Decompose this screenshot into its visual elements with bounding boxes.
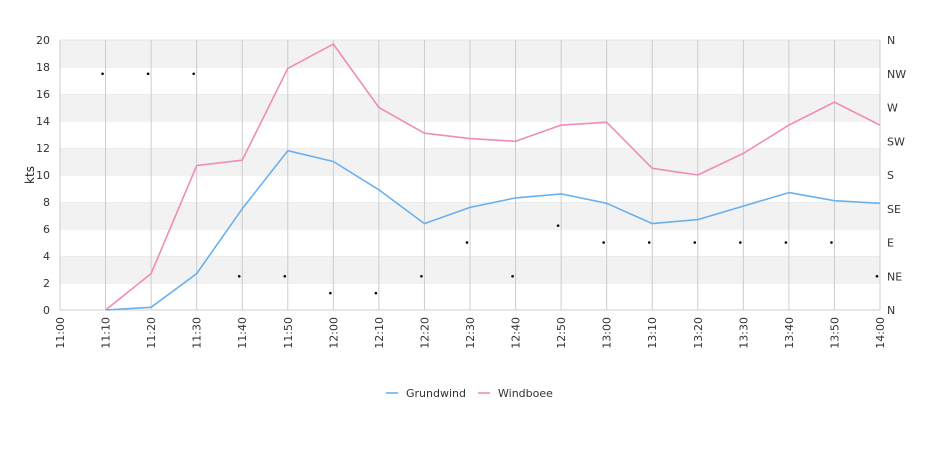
x-tick-label: 11:30: [191, 317, 204, 349]
direction-marker: [192, 72, 195, 76]
direction-marker: [693, 241, 697, 244]
x-tick-label: 11:10: [100, 317, 113, 349]
direction-marker: [374, 291, 378, 295]
vertical-gridlines: [59, 40, 881, 310]
y-tick-label: 18: [36, 61, 50, 74]
y-tick-label: 6: [43, 223, 50, 236]
y-tick-label: 16: [36, 88, 50, 101]
x-tick-label: 11:00: [54, 317, 67, 349]
direction-tick-label: NW: [887, 68, 906, 81]
direction-tick-label: SW: [887, 135, 905, 148]
direction-marker: [465, 241, 469, 244]
y-tick-label: 20: [36, 34, 50, 47]
direction-marker: [784, 241, 788, 244]
x-tick-label: 12:30: [464, 317, 477, 349]
direction-marker: [647, 241, 651, 244]
y-tick-label: 2: [43, 277, 50, 290]
direction-marker: [101, 72, 104, 76]
direction-marker: [739, 241, 742, 244]
x-tick-label: 11:50: [282, 317, 295, 349]
legend-label: Grundwind: [406, 387, 466, 400]
x-tick-label: 11:20: [145, 317, 158, 349]
series-line-windboee: [105, 43, 881, 311]
x-tick-label: 13:10: [646, 317, 659, 349]
x-tick-label: 13:30: [737, 317, 750, 349]
x-tick-label: 12:50: [555, 317, 568, 349]
legend-label: Windboee: [498, 387, 553, 400]
direction-marker: [329, 291, 332, 295]
legend: Grundwind Windboee: [386, 387, 553, 400]
direction-markers: [101, 72, 879, 295]
direction-marker: [830, 241, 833, 244]
direction-marker: [511, 274, 514, 278]
direction-marker: [146, 72, 150, 76]
direction-tick-label: W: [887, 102, 898, 115]
x-tick-label: 13:50: [828, 317, 841, 349]
y-tick-label: 10: [36, 169, 50, 182]
direction-tick-label: S: [887, 169, 894, 182]
y-tick-label: 14: [36, 115, 50, 128]
series-lines: [105, 43, 881, 311]
x-tick-label: 14:00: [874, 317, 887, 349]
direction-marker: [602, 241, 605, 244]
direction-tick-label: NE: [887, 270, 902, 283]
x-tick-label: 12:10: [373, 317, 386, 349]
y-axis-ticks: 0 2 4 6 8 10 12 14 16 18 20: [36, 34, 50, 317]
direction-marker: [283, 274, 287, 278]
direction-tick-label: N: [887, 304, 895, 317]
direction-marker: [237, 274, 241, 278]
x-tick-label: 12:00: [327, 317, 340, 349]
direction-tick-label: N: [887, 34, 895, 47]
y-tick-label: 12: [36, 142, 50, 155]
x-tick-label: 13:20: [692, 317, 705, 349]
x-tick-label: 11:40: [236, 317, 249, 349]
direction-marker: [556, 224, 560, 227]
direction-axis-ticks: N NE E SE S SW W NW N: [887, 34, 906, 317]
y-axis-label: kts: [23, 166, 37, 184]
direction-tick-label: SE: [887, 203, 901, 216]
x-axis-ticks: 11:00 11:10 11:20 11:30 11:40 11:50 12:00 12:10…: [54, 317, 887, 349]
y-tick-label: 4: [43, 250, 50, 263]
series-line-grundwind: [105, 149, 881, 311]
x-tick-label: 13:00: [601, 317, 614, 349]
x-tick-label: 12:40: [510, 317, 523, 349]
y-tick-label: 8: [43, 196, 50, 209]
direction-marker: [875, 274, 879, 278]
direction-marker: [420, 274, 423, 278]
direction-tick-label: E: [887, 237, 894, 250]
y-tick-label: 0: [43, 304, 50, 317]
x-tick-label: 13:40: [783, 317, 796, 349]
x-tick-label: 12:20: [418, 317, 431, 349]
